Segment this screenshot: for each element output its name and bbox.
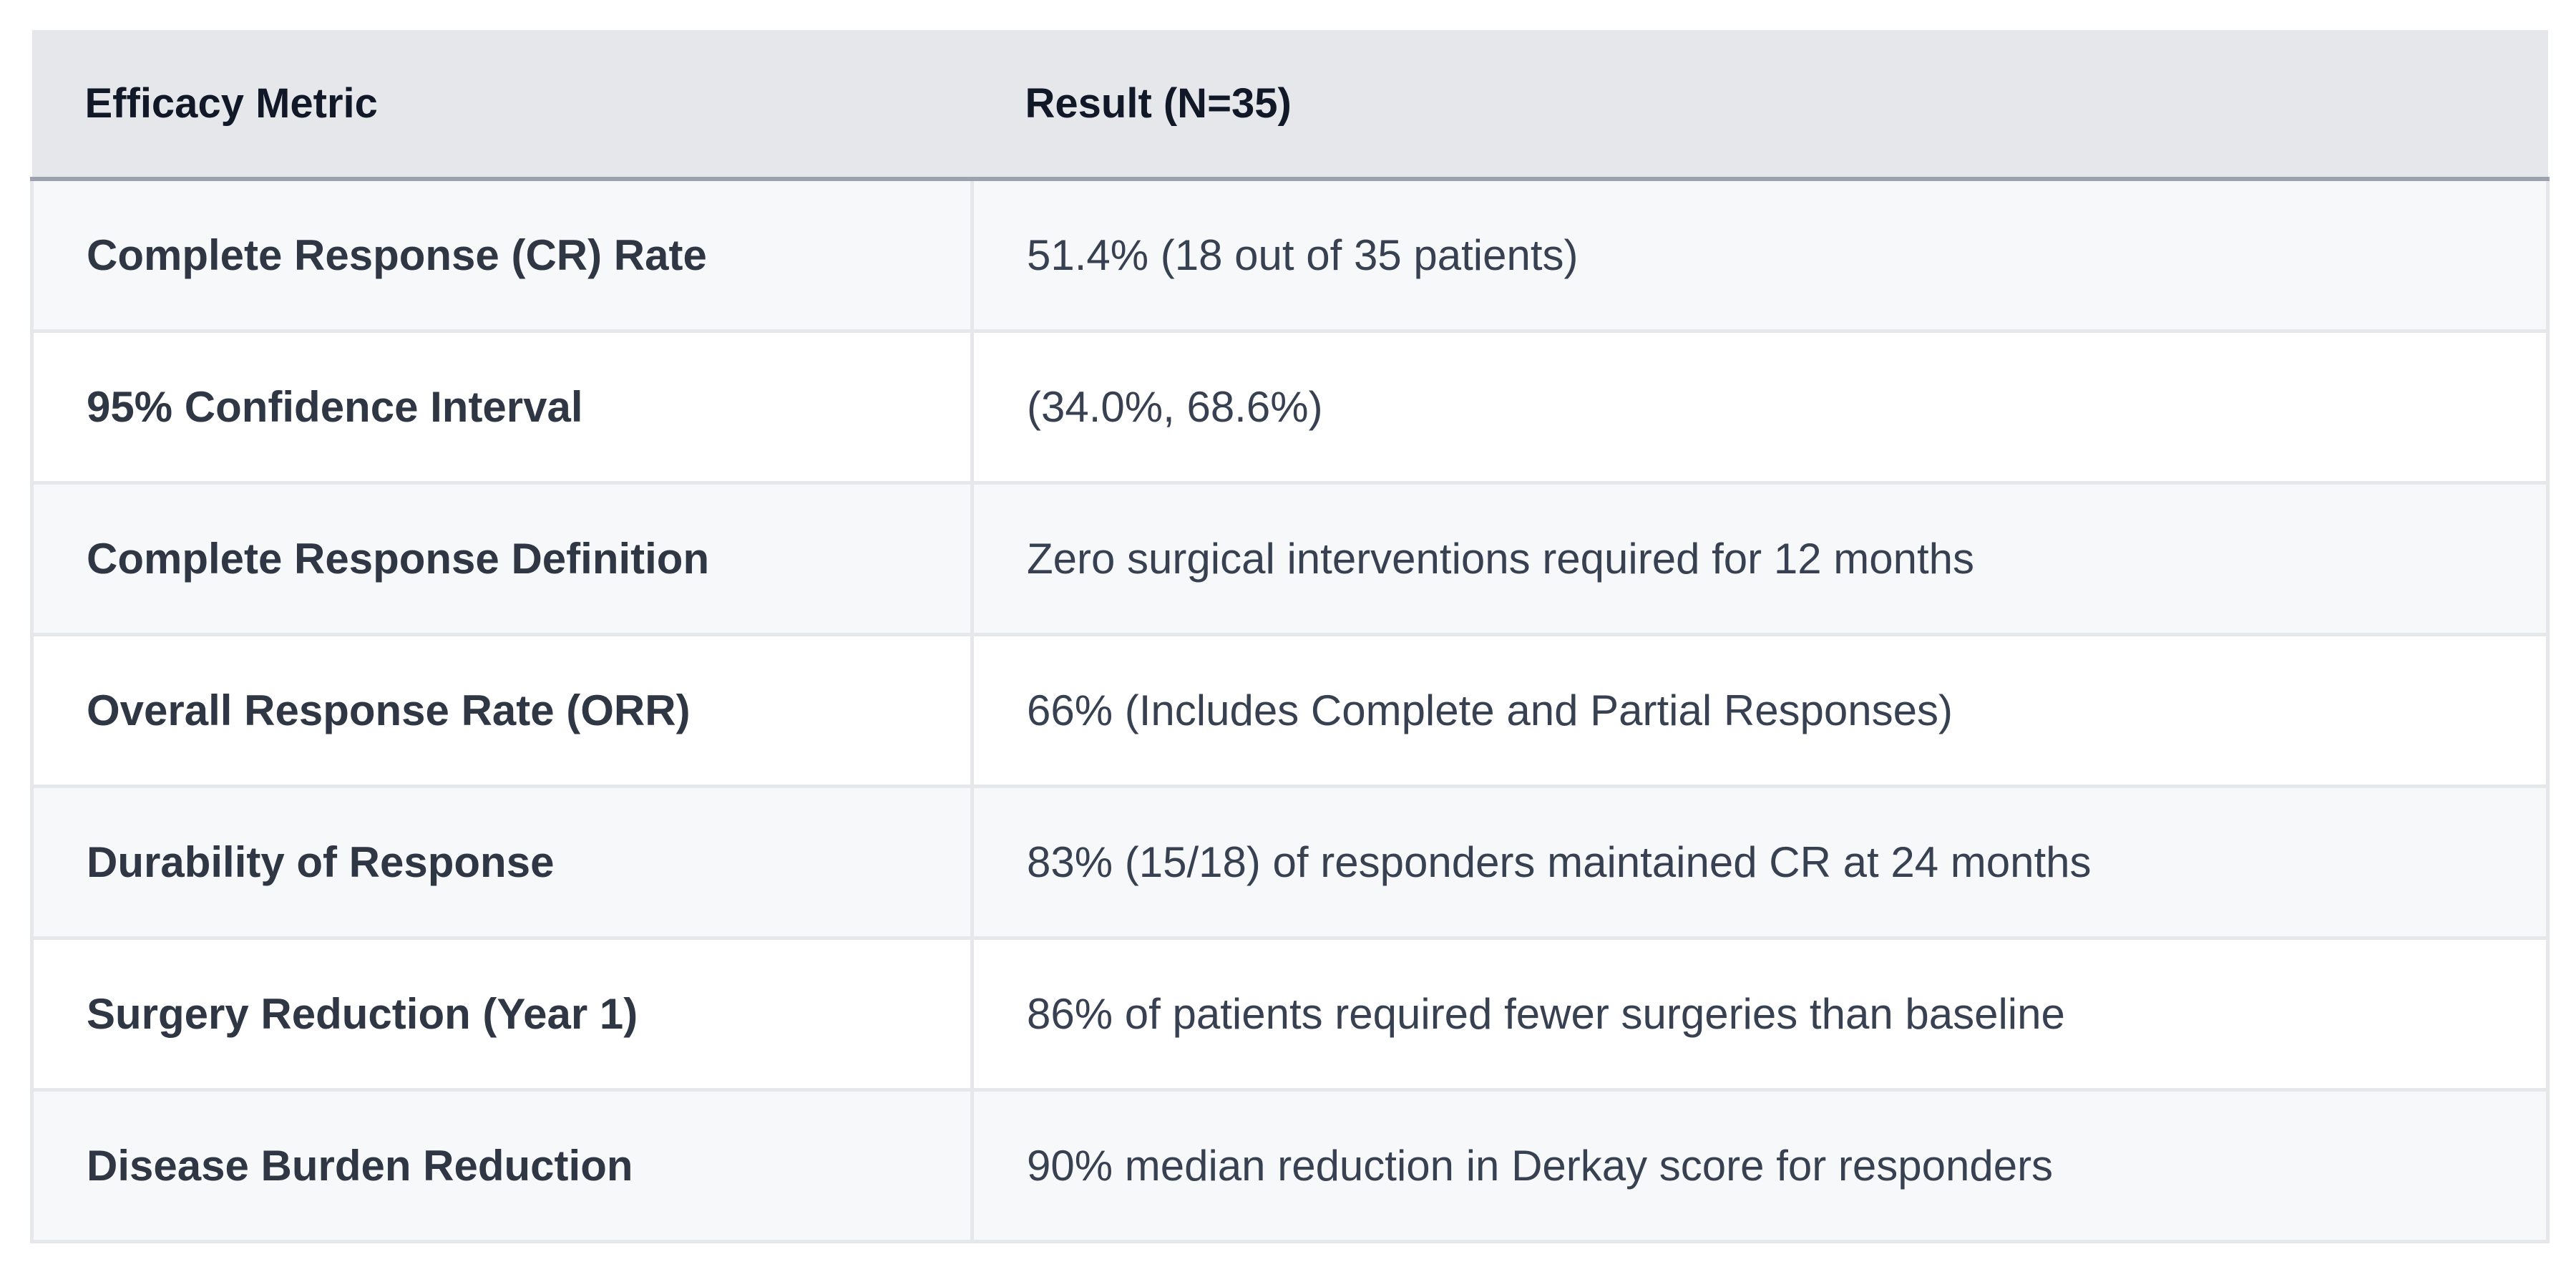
result-cell: 83% (15/18) of responders maintained CR … xyxy=(970,786,2550,940)
result-cell: 90% median reduction in Derkay score for… xyxy=(970,1089,2550,1243)
table-row: Disease Burden Reduction 90% median redu… xyxy=(30,1089,2550,1243)
header-efficacy-metric: Efficacy Metric xyxy=(31,30,972,181)
result-cell: 86% of patients required fewer surgeries… xyxy=(970,938,2550,1092)
metric-cell: Complete Response Definition xyxy=(30,482,974,636)
metric-cell: Disease Burden Reduction xyxy=(30,1089,974,1243)
metric-cell: Complete Response (CR) Rate xyxy=(30,179,974,333)
metric-cell: Durability of Response xyxy=(30,786,974,940)
efficacy-table-container: Efficacy Metric Result (N=35) Complete R… xyxy=(30,30,2550,1243)
table-row: Durability of Response 83% (15/18) of re… xyxy=(30,786,2550,940)
table-row: Overall Response Rate (ORR) 66% (Include… xyxy=(30,634,2550,788)
table-row: Complete Response Definition Zero surgic… xyxy=(30,482,2550,636)
metric-cell: Surgery Reduction (Year 1) xyxy=(30,938,974,1092)
result-cell: 66% (Includes Complete and Partial Respo… xyxy=(970,634,2550,788)
table-header-row: Efficacy Metric Result (N=35) xyxy=(31,30,2548,181)
result-cell: (34.0%, 68.6%) xyxy=(970,331,2550,485)
metric-cell: 95% Confidence Interval xyxy=(30,331,974,485)
header-result: Result (N=35) xyxy=(972,30,2548,181)
table-row: Surgery Reduction (Year 1) 86% of patien… xyxy=(30,938,2550,1092)
efficacy-table: Efficacy Metric Result (N=35) Complete R… xyxy=(30,30,2550,1243)
result-cell: 51.4% (18 out of 35 patients) xyxy=(970,179,2550,333)
table-row: Complete Response (CR) Rate 51.4% (18 ou… xyxy=(30,179,2550,333)
metric-cell: Overall Response Rate (ORR) xyxy=(30,634,974,788)
table-row: 95% Confidence Interval (34.0%, 68.6%) xyxy=(30,331,2550,485)
result-cell: Zero surgical interventions required for… xyxy=(970,482,2550,636)
